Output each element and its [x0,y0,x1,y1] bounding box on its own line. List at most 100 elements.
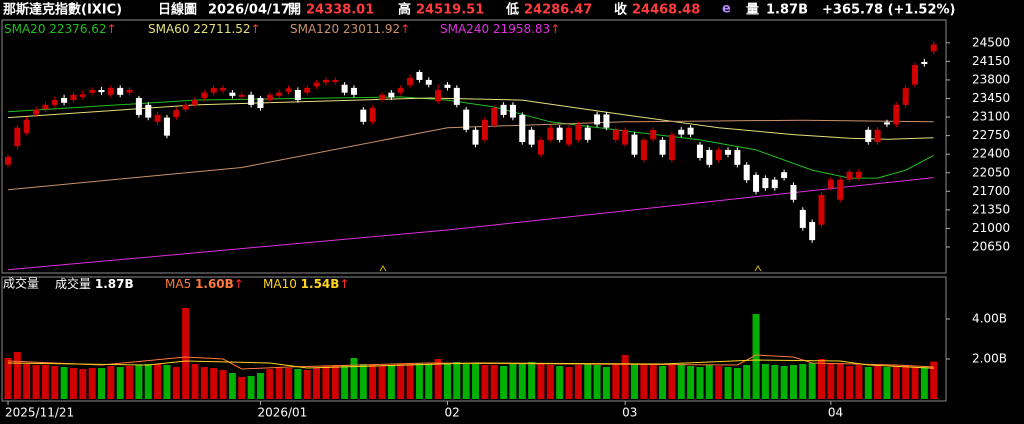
x-tick-label: 03 [622,406,637,420]
legend-entry: MA10 1.54B↑ [263,277,350,291]
legend-trend: ↑ [234,277,244,291]
candle-body [603,114,610,128]
candle-body [781,172,788,179]
candle-body [126,90,133,93]
legend-name: SMA60 [148,22,189,36]
volume-bar [696,367,704,399]
volume-bar [472,363,480,399]
volume-bar [668,365,676,399]
marker [754,265,762,272]
candle-body [182,104,189,110]
candle-body [500,104,507,115]
volume-bar [60,367,68,399]
volume-bar [350,358,358,399]
candle-body [883,122,890,125]
volume-bar [902,365,910,399]
volume-label: 量 [746,3,759,18]
volume-bar [23,364,31,399]
candle-body [107,87,114,95]
candle-body [154,114,161,122]
volume-bar [528,362,536,399]
candle-body [743,164,750,181]
volume-bar [602,367,610,399]
y-tick-label: 22400 [972,147,1010,161]
ma-line [7,119,934,191]
candle-body [790,184,797,200]
volume-bar [874,366,882,399]
candle-body [753,174,760,192]
volume-bar [79,369,87,399]
candle-body [594,114,601,125]
candle-body [238,94,245,97]
volume-bar [443,364,451,399]
candle-body [117,87,124,95]
candle-body [210,87,217,93]
legend-value: 1.60B [195,277,234,291]
candle-body [659,139,666,155]
volume-bar [266,369,274,399]
y-tick-label: 20650 [972,240,1010,254]
volume-bar [892,366,900,399]
volume-bar [107,366,115,399]
candle-body [902,87,909,105]
volume-bar [677,364,685,399]
x-tick-label: 02 [444,406,459,420]
candle-body [4,156,11,165]
candle-body [874,129,881,142]
volume-bar [612,364,620,399]
candle-body [491,108,498,126]
volume-bar [649,364,657,399]
candle-body [930,44,937,52]
candle-body [912,65,919,85]
candle-body [229,92,236,96]
volume-bar [135,365,143,399]
legend-value: 21958.83 [493,22,550,36]
volume-bar [911,367,919,399]
legend-value: 1.87B [95,277,134,291]
candle-body [61,97,68,103]
legend-name: MA10 [263,277,297,291]
x-tick-label: 04 [828,406,843,420]
candle-body [556,127,563,140]
candle-body [687,127,694,135]
candle-body [668,134,675,161]
candle-body [379,94,386,100]
volume-bar [827,363,835,399]
volume-bar [154,364,162,399]
y-tick-label: 23800 [972,72,1010,86]
date: 2026/04/17 [208,3,290,18]
legend-value: 22376.62 [49,22,106,36]
candle-body [332,79,339,83]
volume-bar [144,364,152,399]
legend-entry: 成交量 1.87B [55,276,134,291]
candle-body [528,129,535,145]
volume-bar [659,366,667,399]
ma-line [7,359,934,369]
change: +365.78 (+1.52%) [822,3,955,18]
volume-bar [509,363,517,399]
volume-bar [808,363,816,399]
volume-bar [256,373,264,399]
candle-body [762,178,769,189]
candle-body [304,87,311,93]
volume-bar [200,367,208,399]
candle-body [135,97,142,115]
y-tick-label: 24150 [972,54,1010,68]
candle-body [285,88,292,92]
volume-bar [182,308,190,399]
legend-entry: MA5 1.60B↑ [165,277,244,291]
volume-bar [341,365,349,399]
volume-bar [88,368,96,399]
volume-bar [397,364,405,399]
candle-body [509,104,516,118]
candle-body [809,222,816,241]
y-tick-label: 2.00B [972,352,1007,366]
volume-bar [930,361,938,399]
legend-value: 23011.92 [343,22,400,36]
volume-bar [556,366,564,399]
y-tick-label: 24500 [972,35,1010,49]
volume-bar [434,359,442,399]
volume-panel [1,276,947,402]
